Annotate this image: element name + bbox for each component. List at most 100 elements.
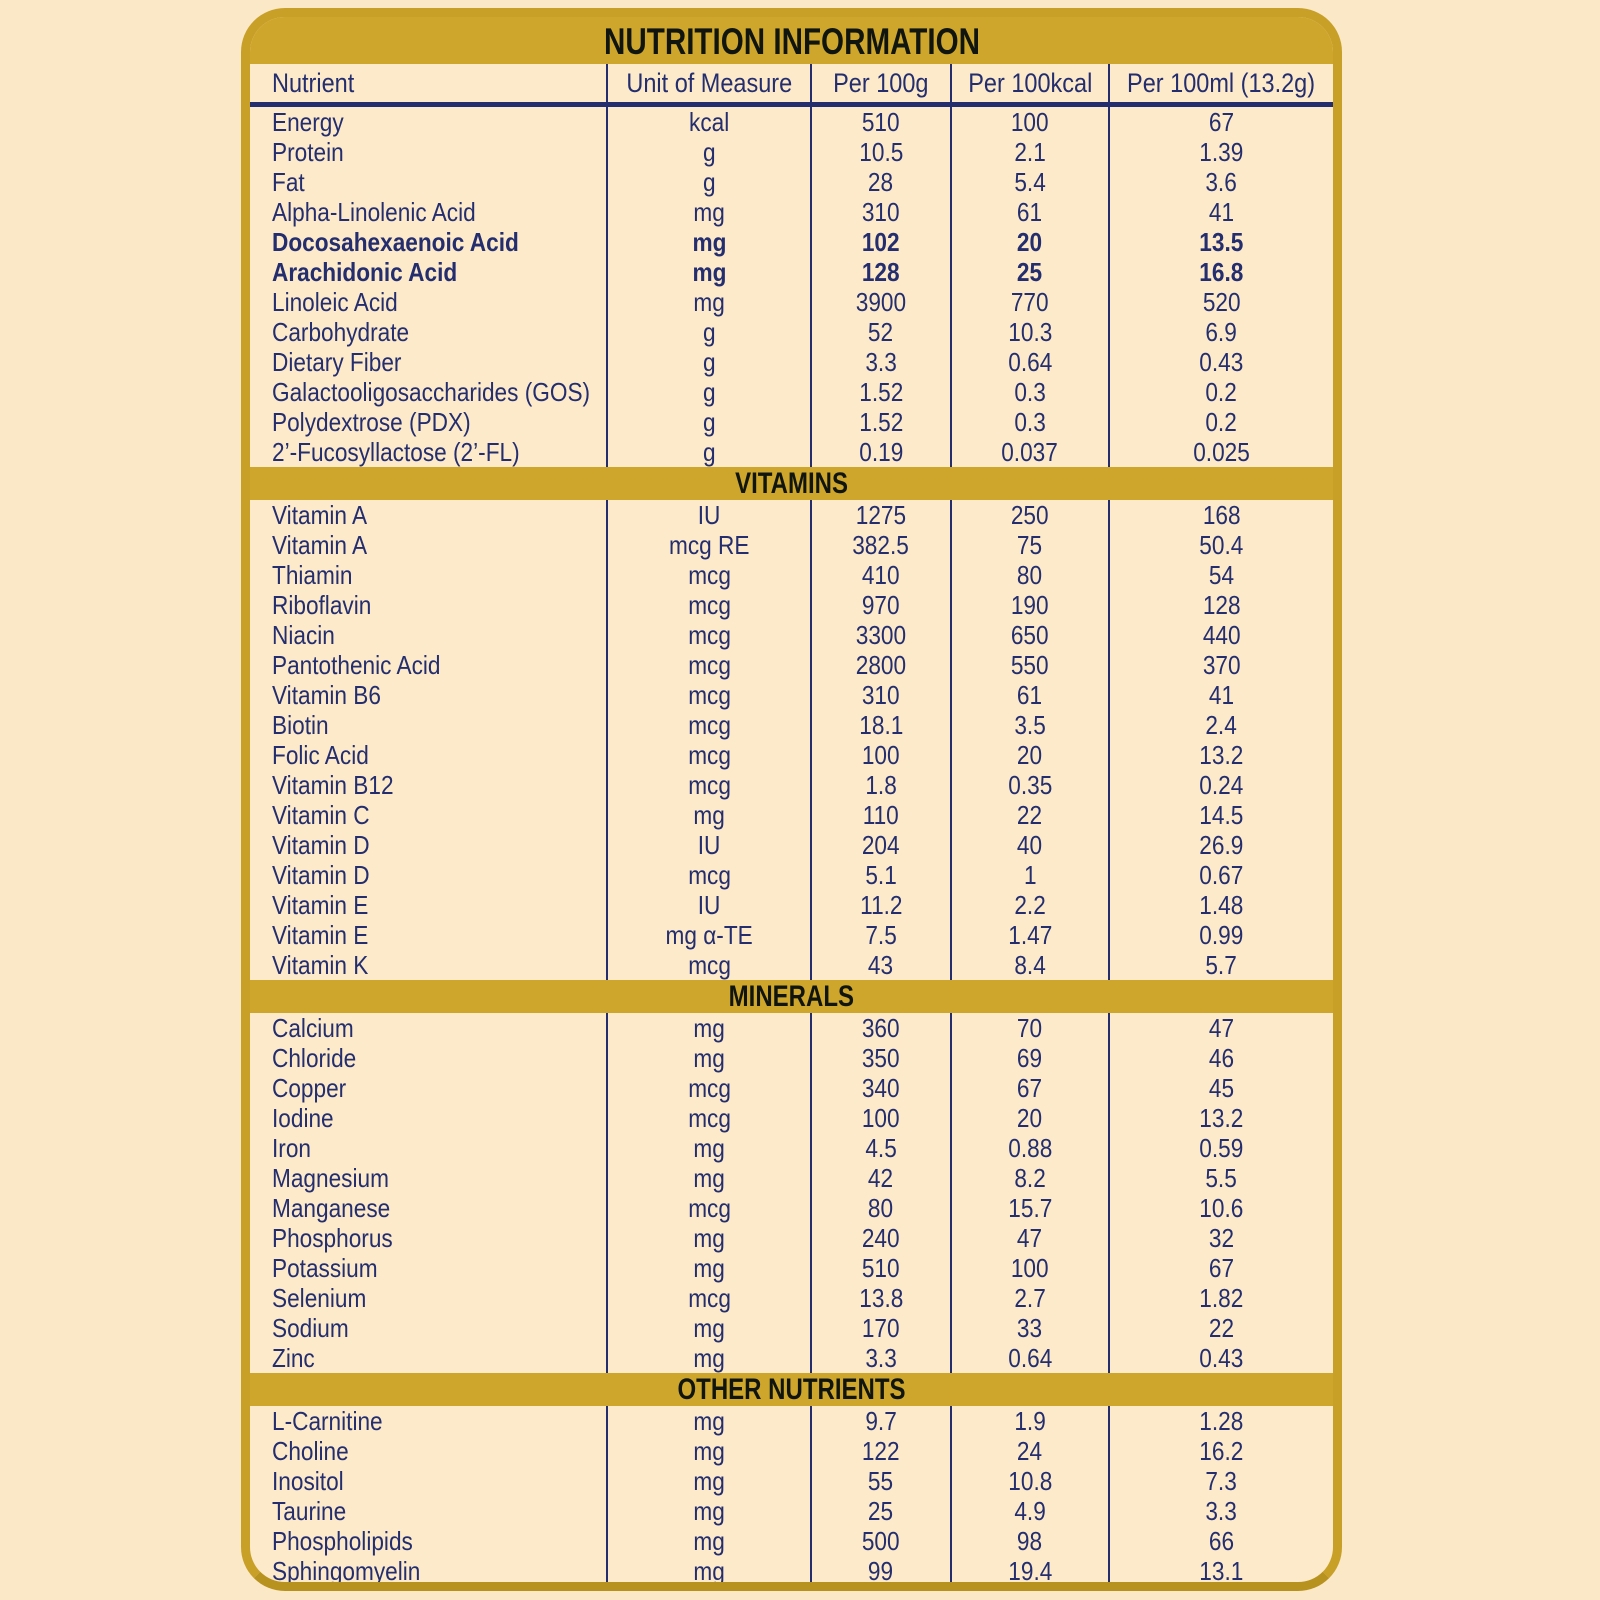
cell-per-100ml: 1.39: [1199, 137, 1244, 167]
cell-per-100kcal: 19.4: [952, 1556, 1110, 1582]
cell-per-100kcal: 33: [952, 1313, 1110, 1343]
table-row: Biotin mcg 18.1 3.5 2.4: [250, 710, 1333, 740]
cell-per-100g: 510: [812, 1253, 952, 1283]
cell-per-100g: 43: [812, 950, 952, 980]
cell-nutrient: Carbohydrate: [250, 317, 609, 347]
cell-unit-of-measure: mg: [608, 1406, 813, 1436]
cell-per-100ml: 0.43: [1199, 347, 1244, 377]
cell-nutrient: L-Carnitine: [250, 1406, 609, 1436]
cell-unit-of-measure: mcg: [608, 590, 813, 620]
column-header-row: Nutrient Unit of Measure Per 100g Per 10…: [250, 64, 1333, 102]
table-row: Potassium mg 510 100 67: [250, 1253, 1333, 1283]
cell-nutrient: Taurine: [250, 1496, 609, 1526]
cell-nutrient: Inositol: [250, 1466, 609, 1496]
cell-per-100ml: 0.59: [1199, 1133, 1244, 1163]
cell-per-100g: 1275: [812, 500, 952, 530]
cell-unit-of-measure: mg: [608, 257, 813, 287]
table-row: Phospholipids mg 500 98 66: [250, 1526, 1333, 1556]
cell-unit-of-measure: mg: [608, 1466, 813, 1496]
cell-per-100g: 360: [812, 1013, 952, 1043]
cell-per-100ml: 10.6: [1199, 1193, 1244, 1223]
section-header-band: MINERALS: [250, 980, 1333, 1013]
cell-unit-of-measure: g: [608, 137, 813, 167]
cell-per-100g: 80: [812, 1193, 952, 1223]
cell-unit-of-measure: mg: [608, 287, 813, 317]
table-row: Vitamin B6 mcg 310 61 41: [250, 680, 1333, 710]
cell-per-100kcal: 20: [952, 227, 1110, 257]
column-header-nutrient: Nutrient: [250, 64, 609, 102]
section-header-band: VITAMINS: [250, 467, 1333, 500]
cell-unit-of-measure: mg: [608, 1013, 813, 1043]
cell-nutrient: Chloride: [250, 1043, 609, 1073]
cell-per-100g: 240: [812, 1223, 952, 1253]
cell-per-100kcal: 80: [952, 560, 1110, 590]
table-row: Zinc mg 3.3 0.64 0.43: [250, 1343, 1333, 1373]
table-row: Inositol mg 55 10.8 7.3: [250, 1466, 1333, 1496]
cell-per-100g: 10.5: [812, 137, 952, 167]
table-row: Sphingomyelin mg 99 19.4 13.1: [250, 1556, 1333, 1582]
cell-per-100g: 3900: [812, 287, 952, 317]
table-row: Galactooligosaccharides (GOS) g 1.52 0.3…: [250, 377, 1333, 407]
cell-nutrient: Linoleic Acid: [250, 287, 609, 317]
cell-per-100g: 3.3: [812, 347, 952, 377]
cell-nutrient: Protein: [250, 137, 609, 167]
cell-per-100kcal: 190: [952, 590, 1110, 620]
cell-unit-of-measure: kcal: [608, 107, 813, 137]
cell-unit-of-measure: IU: [608, 830, 813, 860]
cell-per-100ml: 22: [1208, 1313, 1234, 1343]
cell-per-100ml: 66: [1208, 1526, 1234, 1556]
cell-unit-of-measure: mcg: [608, 680, 813, 710]
cell-per-100ml: 14.5: [1199, 800, 1244, 830]
cell-per-100kcal: 250: [952, 500, 1110, 530]
cell-unit-of-measure: mcg: [608, 620, 813, 650]
cell-per-100ml: 47: [1208, 1013, 1234, 1043]
table-row: Docosahexaenoic Acid mg 102 20 13.5: [250, 227, 1333, 257]
cell-per-100kcal: 0.64: [952, 1343, 1110, 1373]
cell-per-100ml: 0.025: [1193, 437, 1250, 467]
cell-per-100g: 5.1: [812, 860, 952, 890]
column-header-per-100kcal: Per 100kcal: [952, 64, 1110, 102]
cell-per-100g: 28: [812, 167, 952, 197]
cell-nutrient: Polydextrose (PDX): [250, 407, 609, 437]
cell-per-100g: 9.7: [812, 1406, 952, 1436]
cell-unit-of-measure: mcg: [608, 560, 813, 590]
cell-per-100kcal: 61: [952, 680, 1110, 710]
cell-per-100ml: 41: [1208, 680, 1234, 710]
cell-per-100kcal: 67: [952, 1073, 1110, 1103]
cell-unit-of-measure: mg: [608, 1313, 813, 1343]
cell-unit-of-measure: mcg: [608, 860, 813, 890]
cell-nutrient: Vitamin C: [250, 800, 609, 830]
table-row: Dietary Fiber g 3.3 0.64 0.43: [250, 347, 1333, 377]
cell-unit-of-measure: mcg: [608, 650, 813, 680]
table-row: Vitamin D IU 204 40 26.9: [250, 830, 1333, 860]
table-row: Vitamin E IU 11.2 2.2 1.48: [250, 890, 1333, 920]
table-row: Riboflavin mcg 970 190 128: [250, 590, 1333, 620]
cell-nutrient: Sodium: [250, 1313, 609, 1343]
table-row: Iodine mcg 100 20 13.2: [250, 1103, 1333, 1133]
cell-per-100g: 122: [812, 1436, 952, 1466]
table-row: Alpha-Linolenic Acid mg 310 61 41: [250, 197, 1333, 227]
cell-per-100ml: 46: [1208, 1043, 1234, 1073]
cell-unit-of-measure: mcg: [608, 1283, 813, 1313]
cell-per-100kcal: 1: [952, 860, 1110, 890]
cell-unit-of-measure: mg: [608, 197, 813, 227]
cell-unit-of-measure: mg: [608, 1043, 813, 1073]
cell-unit-of-measure: mcg: [608, 1103, 813, 1133]
cell-per-100ml: 3.3: [1205, 1496, 1238, 1526]
cell-per-100kcal: 10.3: [952, 317, 1110, 347]
cell-per-100g: 410: [812, 560, 952, 590]
cell-per-100g: 100: [812, 1103, 952, 1133]
cell-per-100kcal: 2.2: [952, 890, 1110, 920]
cell-per-100kcal: 650: [952, 620, 1110, 650]
cell-nutrient: Docosahexaenoic Acid: [250, 227, 609, 257]
table-row: Protein g 10.5 2.1 1.39: [250, 137, 1333, 167]
cell-per-100g: 500: [812, 1526, 952, 1556]
cell-unit-of-measure: g: [608, 167, 813, 197]
table-row: Choline mg 122 24 16.2: [250, 1436, 1333, 1466]
cell-per-100ml: 0.43: [1199, 1343, 1244, 1373]
cell-unit-of-measure: mcg: [608, 950, 813, 980]
cell-per-100g: 7.5: [812, 920, 952, 950]
cell-per-100kcal: 1.47: [952, 920, 1110, 950]
cell-per-100g: 204: [812, 830, 952, 860]
cell-per-100g: 1.52: [812, 377, 952, 407]
